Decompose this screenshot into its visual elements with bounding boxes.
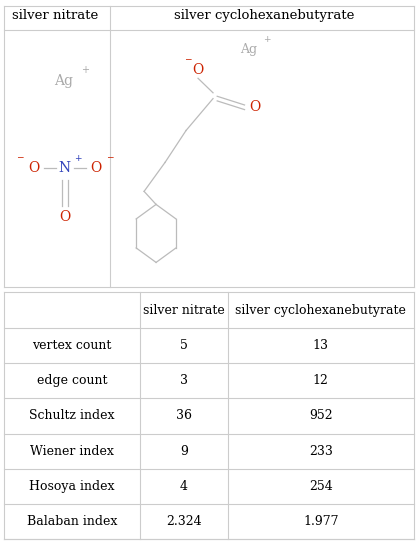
Text: edge count: edge count	[37, 374, 107, 387]
Text: Ag: Ag	[240, 43, 257, 56]
Text: +: +	[263, 35, 270, 44]
Text: vertex count: vertex count	[33, 339, 112, 352]
Text: silver cyclohexanebutyrate: silver cyclohexanebutyrate	[174, 9, 354, 22]
Text: 254: 254	[309, 480, 333, 493]
Text: −: −	[184, 54, 191, 63]
Text: 9: 9	[180, 445, 188, 458]
Text: −: −	[16, 152, 24, 161]
Text: 4: 4	[180, 480, 188, 493]
Text: 13: 13	[313, 339, 329, 352]
Text: Balaban index: Balaban index	[27, 515, 117, 528]
Text: Schultz index: Schultz index	[29, 410, 115, 422]
Text: Hosoya index: Hosoya index	[29, 480, 115, 493]
Text: O: O	[250, 100, 260, 114]
Text: silver nitrate: silver nitrate	[12, 9, 98, 22]
Text: 12: 12	[313, 374, 329, 387]
Text: 2.324: 2.324	[166, 515, 202, 528]
Text: 952: 952	[309, 410, 333, 422]
Text: Wiener index: Wiener index	[30, 445, 114, 458]
Text: +: +	[74, 153, 82, 163]
Text: O: O	[59, 210, 70, 224]
Text: O: O	[192, 62, 204, 76]
Text: 36: 36	[176, 410, 192, 422]
Text: silver cyclohexanebutyrate: silver cyclohexanebutyrate	[235, 304, 406, 317]
Text: 1.977: 1.977	[303, 515, 339, 528]
Text: +: +	[82, 64, 89, 75]
Text: O: O	[91, 161, 102, 175]
Text: O: O	[28, 161, 39, 175]
Text: 3: 3	[180, 374, 188, 387]
Text: 233: 233	[309, 445, 333, 458]
Text: N: N	[59, 161, 71, 175]
Text: 5: 5	[180, 339, 188, 352]
Text: −: −	[106, 152, 113, 161]
Text: silver nitrate: silver nitrate	[143, 304, 225, 317]
Text: Ag: Ag	[54, 74, 73, 88]
